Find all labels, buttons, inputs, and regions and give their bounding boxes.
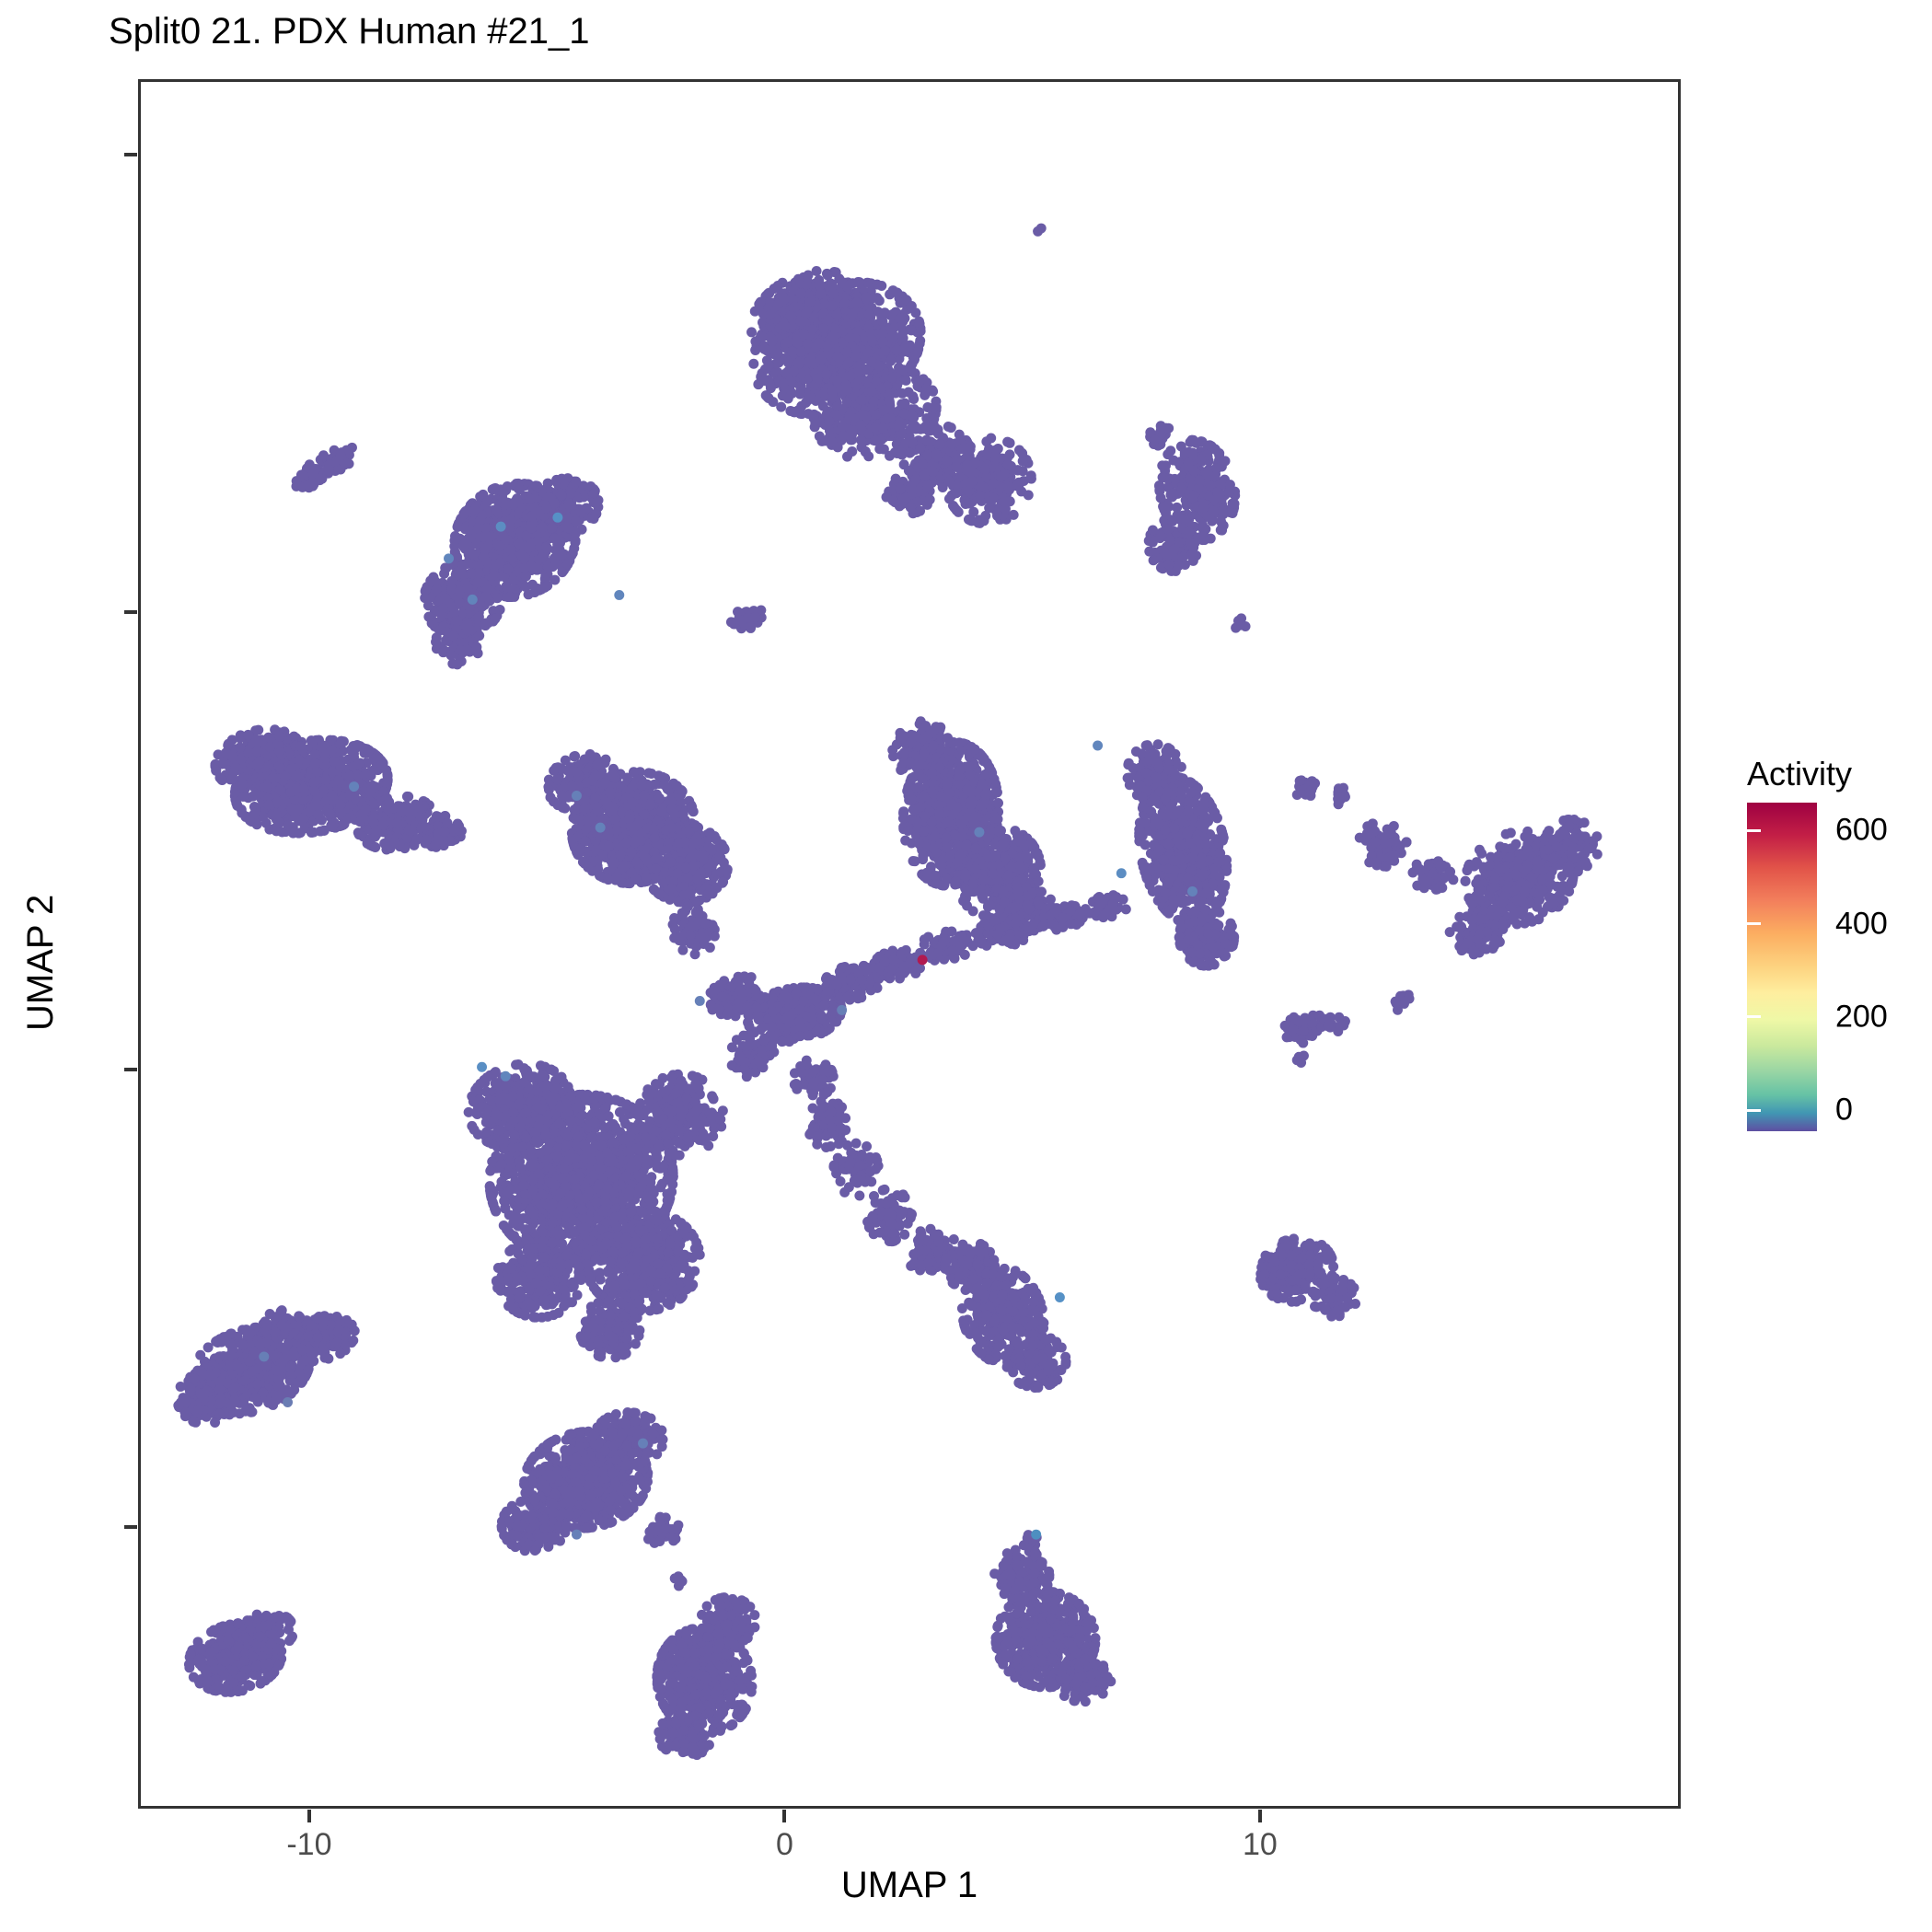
y-tick-mark: [124, 153, 137, 157]
colorbar-tick-label: 0: [1835, 1092, 1853, 1128]
legend-body: 600 400 200 0: [1747, 803, 1922, 1143]
x-tick-mark: [1257, 1810, 1262, 1822]
x-axis-title: UMAP 1: [840, 1865, 978, 1905]
scatter-points-layer: [173, 223, 1602, 1760]
colorbar-tick-mark: [1908, 828, 1922, 832]
x-tick-label: -10: [286, 1827, 332, 1862]
y-tick-mark: [124, 610, 137, 615]
colorbar-tick-label: 200: [1835, 999, 1888, 1035]
colorbar-tick-label: 600: [1835, 812, 1888, 848]
legend-title: Activity: [1747, 755, 1853, 792]
y-axis-title: UMAP 2: [20, 894, 61, 1031]
x-tick-label: 0: [775, 1827, 793, 1862]
page-title: Split0 21. PDX Human #21_1: [109, 11, 590, 52]
colorbar-tick-mark: [1747, 1015, 1761, 1019]
legend: Activity 600 400 200 0: [1747, 755, 1922, 1143]
colorbar-tick-mark: [1908, 1015, 1922, 1019]
x-tick-label: 10: [1242, 1827, 1278, 1862]
colorbar: [1747, 803, 1817, 1131]
y-tick-mark: [124, 1068, 137, 1072]
colorbar-tick-mark: [1747, 1108, 1761, 1112]
colorbar-tick-mark: [1747, 828, 1761, 832]
y-tick-mark: [124, 1525, 137, 1530]
colorbar-tick-mark: [1908, 1108, 1922, 1112]
scatter-plot-panel: [138, 79, 1681, 1809]
x-tick-mark: [307, 1810, 311, 1822]
x-tick-mark: [782, 1810, 787, 1822]
colorbar-tick-mark: [1747, 922, 1761, 926]
colorbar-tick-label: 400: [1835, 906, 1888, 942]
colorbar-tick-mark: [1908, 922, 1922, 926]
